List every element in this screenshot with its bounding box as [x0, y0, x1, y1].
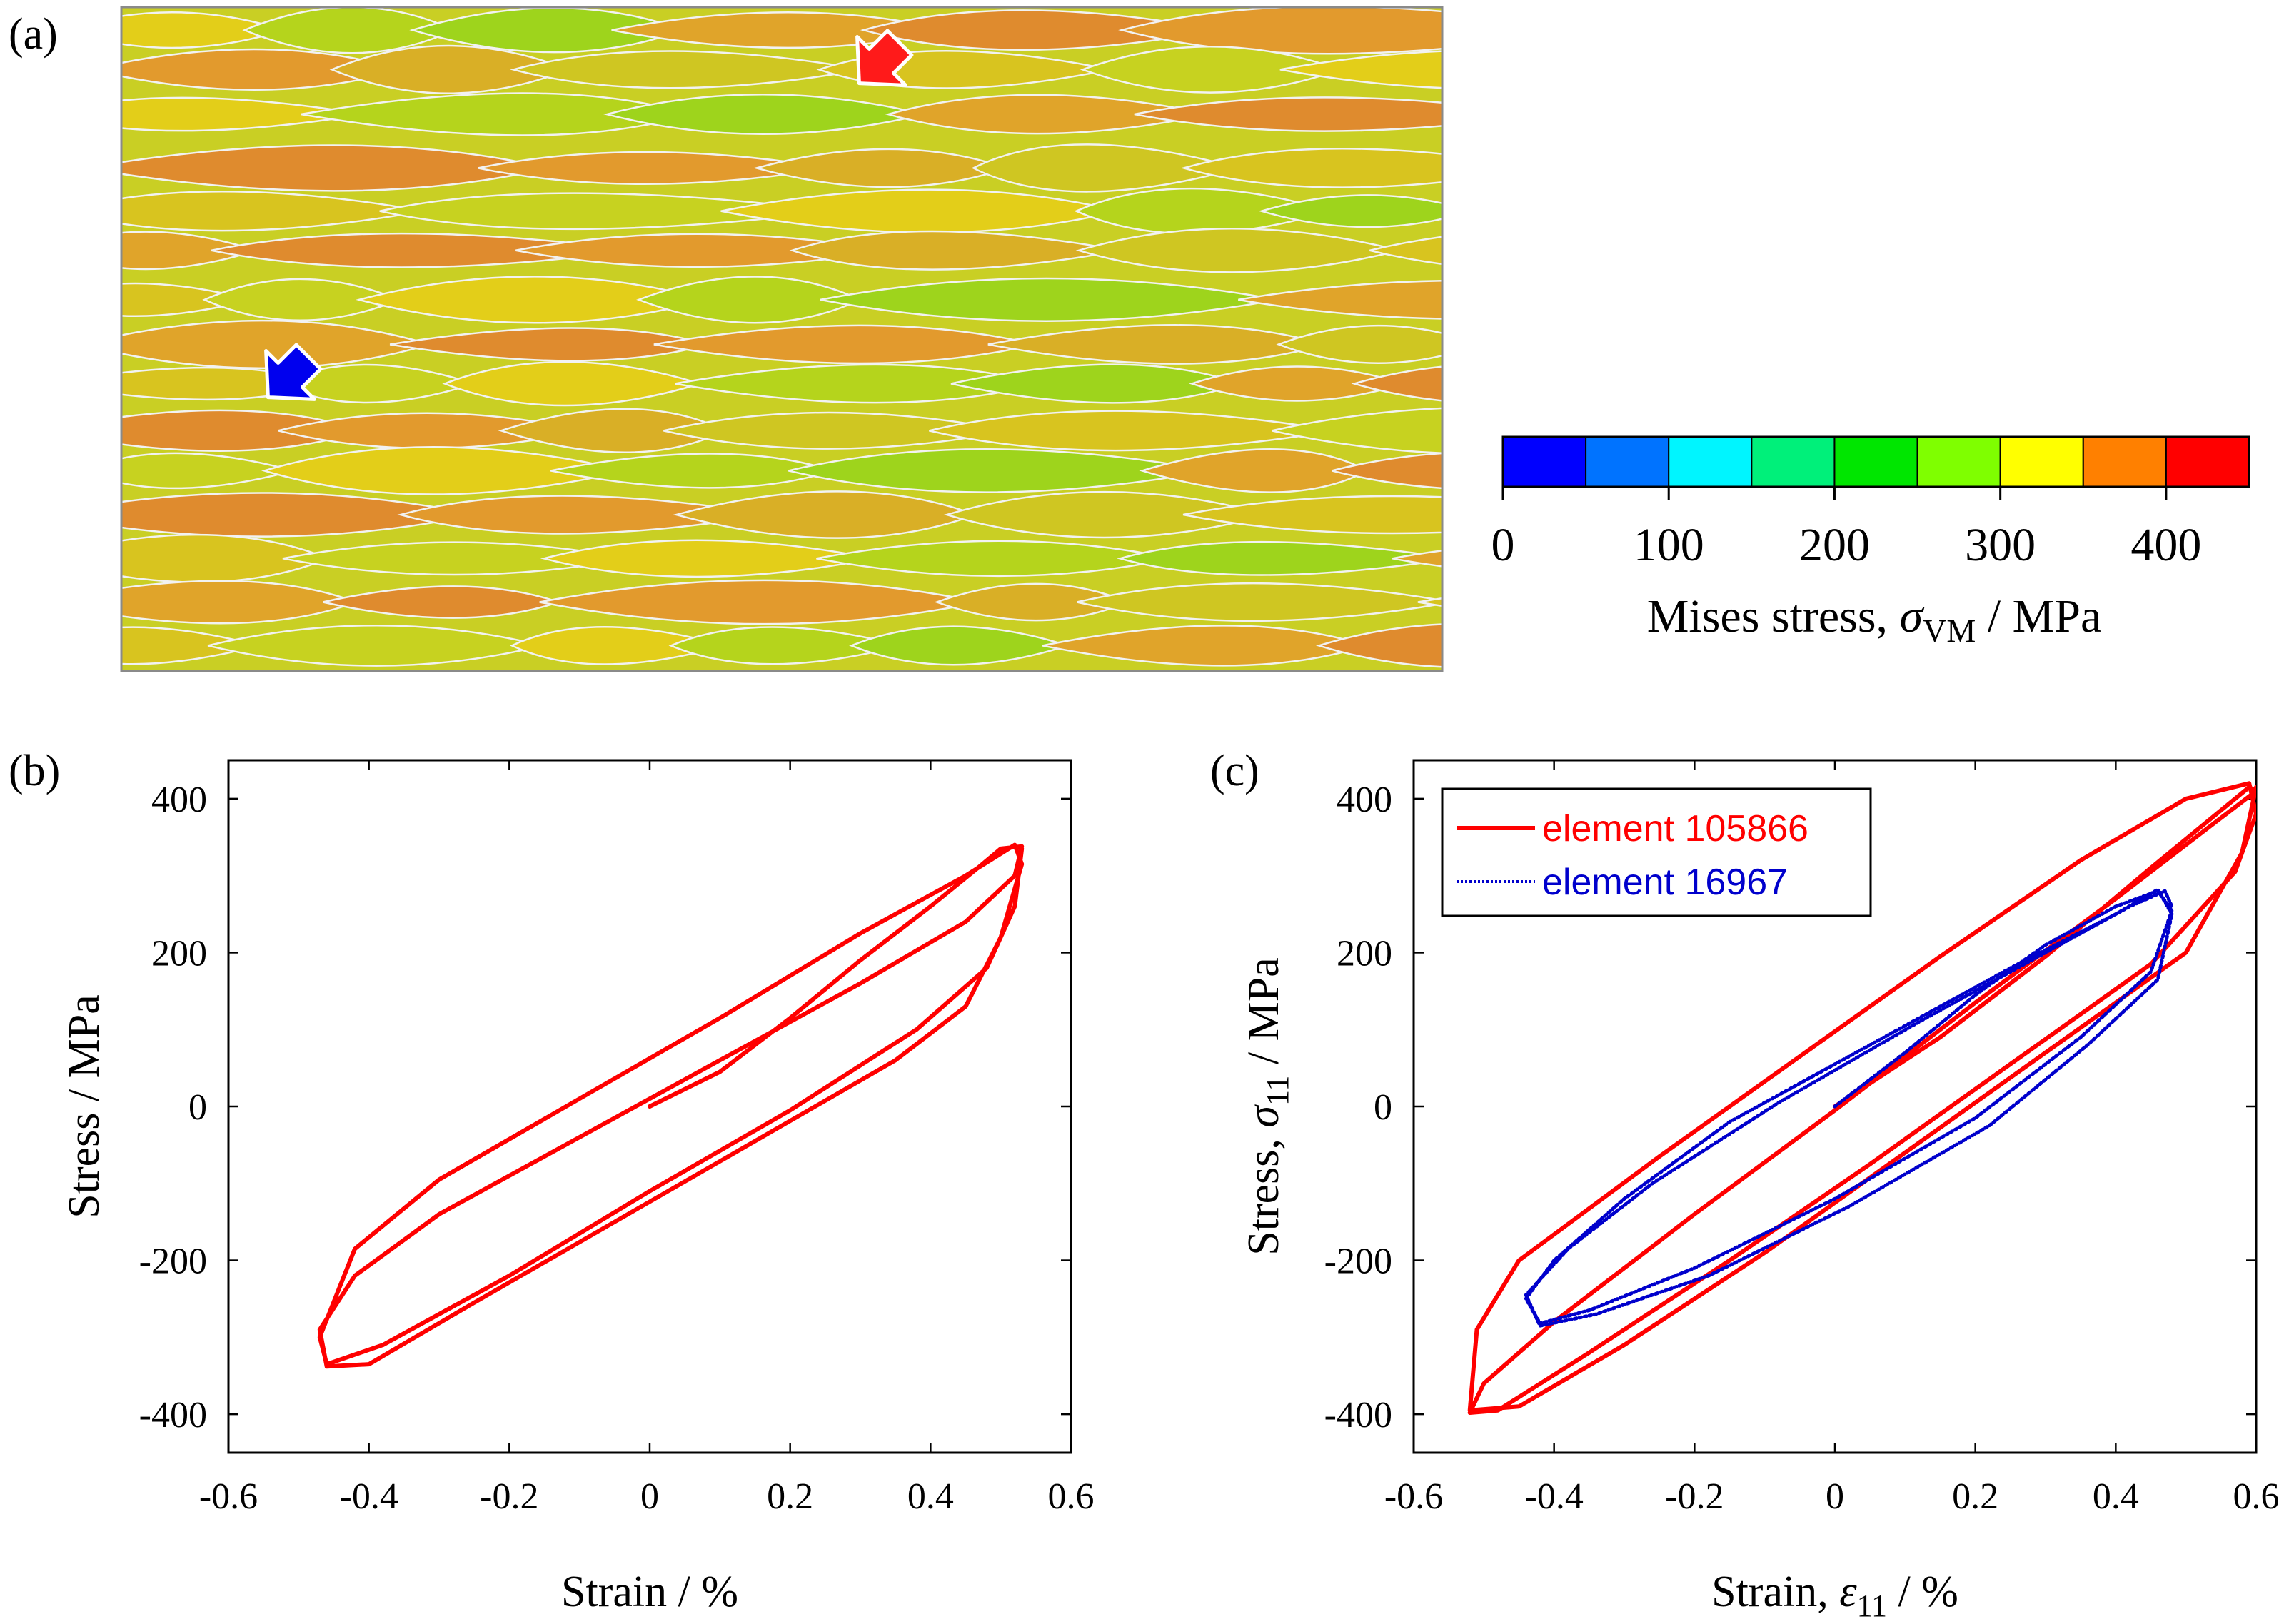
- chart-c-xtick-label: -0.4: [1525, 1476, 1584, 1517]
- colorbar-tick-label: 400: [2130, 519, 2201, 571]
- grain: [1180, 148, 1442, 188]
- grain: [1258, 194, 1442, 228]
- chart-c-ytick-label: 200: [1337, 933, 1392, 974]
- colorbar-swatch: [1585, 436, 1670, 488]
- grain: [1464, 328, 1847, 362]
- chart-b-xtick-label: 0.6: [1048, 1476, 1095, 1517]
- colorbar-label: Mises stress, σVM / MPa: [1647, 590, 2102, 649]
- colorbar-swatch: [1999, 436, 2084, 488]
- grain: [1369, 236, 1442, 266]
- legend-label-element-105866: element 105866: [1542, 808, 1808, 849]
- grain: [1272, 407, 1442, 455]
- colorbar-tick-label: 0: [1491, 519, 1515, 571]
- chart-c-xtick-label: 0.4: [2093, 1476, 2139, 1517]
- chart-c-ytick-label: 400: [1337, 780, 1392, 820]
- colorbar-swatch: [1668, 436, 1753, 488]
- chart-c-series-0-line: [1467, 781, 2256, 1415]
- colorbar-tick-label: 200: [1799, 519, 1870, 571]
- legend-box: [1441, 787, 1872, 917]
- colorbar-swatches: [1502, 436, 2250, 488]
- grain: [1077, 582, 1442, 622]
- chart-c-series-1-line: [1524, 887, 2174, 1328]
- chart-b-xlabel: Strain / %: [561, 1568, 738, 1616]
- chart-b-xtick-label: 0.4: [907, 1476, 954, 1517]
- grain-layer: [121, 7, 1886, 668]
- chart-c-ytick-label: -400: [1324, 1395, 1392, 1436]
- blue-arrow-icon: [264, 343, 323, 401]
- chart-c: -0.6 -0.4 -0.2 0 0.2 0.4 0.6 -400 -200 0 200 400 St…: [1239, 759, 2280, 1623]
- chart-b-series-0-line: [317, 842, 1025, 1369]
- grain: [1392, 550, 1442, 568]
- colorbar-swatch: [2165, 436, 2250, 488]
- colorbar-ticks: 0 100 200 300 400: [1491, 487, 2201, 571]
- chart-c-ytick-label: 0: [1374, 1087, 1392, 1128]
- grain: [1279, 50, 1442, 89]
- panel-label-a: (a): [9, 10, 58, 59]
- chart-c-xtick-label: 0.2: [1952, 1476, 1998, 1517]
- grain: [1417, 597, 1442, 607]
- chart-b-xtick-label: 0.2: [767, 1476, 813, 1517]
- chart-b-ytick-label: 0: [188, 1087, 207, 1128]
- chart-c-legend: element 105866 element 16967: [1441, 787, 1872, 917]
- colorbar-swatch: [2082, 436, 2167, 488]
- grain: [1276, 324, 1442, 365]
- chart-b-ylabel: Stress / MPa: [60, 994, 109, 1218]
- chart-b-ytick-label: 200: [151, 933, 207, 974]
- chart-b-series: [317, 842, 1025, 1369]
- chart-c-series: [1467, 781, 2256, 1415]
- panel-label-b: (b): [9, 747, 60, 795]
- chart-b-ytick-label: 400: [151, 780, 207, 820]
- legend-label-element-16967: element 16967: [1542, 862, 1788, 903]
- panel-label-c: (c): [1210, 747, 1259, 795]
- chart-b-xtick-label: 0: [640, 1476, 659, 1517]
- grain: [1238, 280, 1442, 320]
- grain: [1351, 365, 1442, 402]
- chart-c-xtick-label: -0.2: [1665, 1476, 1724, 1517]
- chart-b-xtick-label: -0.6: [199, 1476, 258, 1517]
- grain: [1448, 194, 1886, 228]
- grain: [1182, 495, 1442, 535]
- chart-c-xtick-label: 0.6: [2233, 1476, 2280, 1517]
- chart-c-xtick-label: 0: [1826, 1476, 1844, 1517]
- stress-map: [120, 6, 1886, 672]
- grain: [1331, 452, 1442, 490]
- chart-c-xtick-label: -0.6: [1384, 1476, 1443, 1517]
- grain: [1315, 623, 1442, 668]
- chart-b-ticks: -0.6 -0.4 -0.2 0 0.2 0.4 0.6 -400 -200 0 200 400: [139, 760, 1095, 1517]
- colorbar-frame: [1501, 435, 2250, 488]
- chart-b-ytick-label: -400: [139, 1395, 207, 1436]
- map-frame: [120, 6, 1444, 672]
- red-arrow-icon: [855, 29, 914, 87]
- colorbar: 0 100 200 300 400 Mises stress, σVM / MPa: [1491, 435, 2250, 649]
- grain: [1117, 540, 1442, 576]
- colorbar-swatch: [1833, 436, 1918, 488]
- chart-c-ylabel: Stress, σ11 / MPa: [1239, 957, 1295, 1255]
- chart-b-ytick-label: -200: [139, 1241, 207, 1282]
- grain: [1134, 96, 1442, 132]
- chart-c-ticks: -0.6 -0.4 -0.2 0 0.2 0.4 0.6 -400 -200 0 200 400: [1324, 760, 2280, 1517]
- colorbar-tick-label: 100: [1634, 519, 1704, 571]
- colorbar-swatch: [1916, 436, 2001, 488]
- chart-b: -0.6 -0.4 -0.2 0 0.2 0.4 0.6 -400 -200 0 200 400 St…: [60, 759, 1095, 1616]
- chart-c-ytick-label: -200: [1324, 1241, 1392, 1282]
- chart-b-xtick-label: -0.4: [340, 1476, 398, 1517]
- colorbar-tick-label: 300: [1965, 519, 2036, 571]
- chart-c-xlabel: Strain, ε11 / %: [1711, 1568, 1958, 1623]
- colorbar-swatch: [1751, 436, 1836, 488]
- chart-b-xtick-label: -0.2: [480, 1476, 538, 1517]
- colorbar-swatch: [1502, 436, 1587, 488]
